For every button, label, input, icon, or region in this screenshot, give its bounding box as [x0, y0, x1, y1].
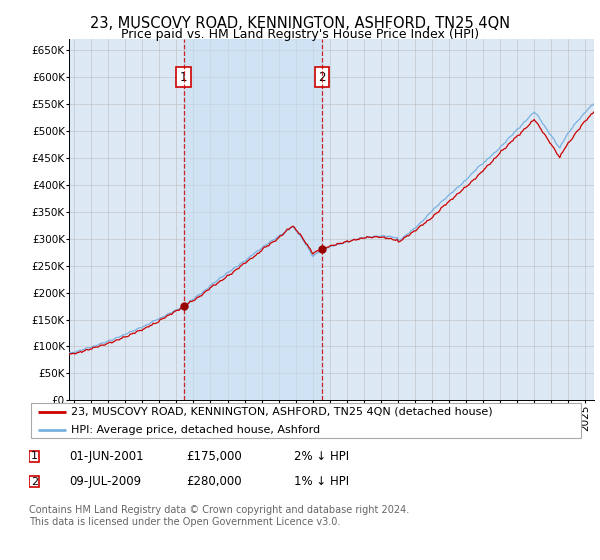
- FancyBboxPatch shape: [29, 451, 40, 462]
- Text: HPI: Average price, detached house, Ashford: HPI: Average price, detached house, Ashf…: [71, 425, 320, 435]
- FancyBboxPatch shape: [29, 476, 40, 487]
- Text: 23, MUSCOVY ROAD, KENNINGTON, ASHFORD, TN25 4QN (detached house): 23, MUSCOVY ROAD, KENNINGTON, ASHFORD, T…: [71, 407, 493, 417]
- Text: 2% ↓ HPI: 2% ↓ HPI: [294, 450, 349, 463]
- Text: 2: 2: [318, 71, 325, 83]
- Text: Contains HM Land Registry data © Crown copyright and database right 2024.
This d: Contains HM Land Registry data © Crown c…: [29, 505, 409, 527]
- Bar: [184, 39, 322, 400]
- Text: 2: 2: [31, 477, 38, 487]
- Text: £280,000: £280,000: [186, 475, 242, 488]
- Text: 09-JUL-2009: 09-JUL-2009: [69, 475, 141, 488]
- Text: £175,000: £175,000: [186, 450, 242, 463]
- Text: 1: 1: [180, 71, 187, 83]
- FancyBboxPatch shape: [31, 403, 581, 438]
- Text: 01-JUN-2001: 01-JUN-2001: [69, 450, 143, 463]
- Text: 1% ↓ HPI: 1% ↓ HPI: [294, 475, 349, 488]
- Text: Price paid vs. HM Land Registry's House Price Index (HPI): Price paid vs. HM Land Registry's House …: [121, 28, 479, 41]
- Text: 23, MUSCOVY ROAD, KENNINGTON, ASHFORD, TN25 4QN: 23, MUSCOVY ROAD, KENNINGTON, ASHFORD, T…: [90, 16, 510, 31]
- Text: 1: 1: [31, 451, 38, 461]
